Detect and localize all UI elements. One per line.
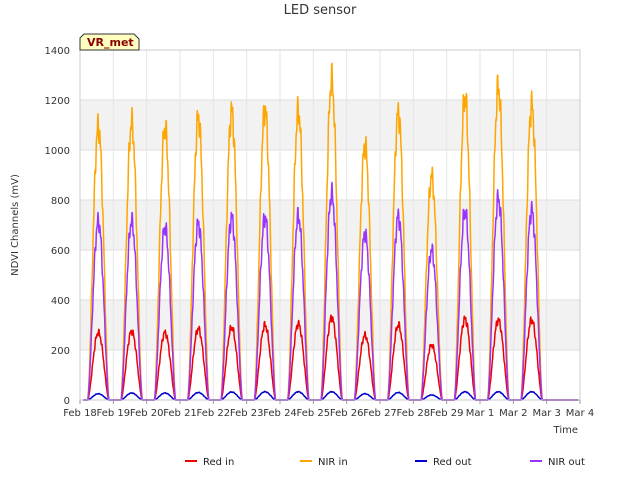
- chart-title: LED sensor: [284, 3, 357, 18]
- y-tick-label: 200: [51, 346, 70, 357]
- x-tick-label: Feb 22: [197, 408, 231, 419]
- series-line-red-in: [82, 314, 579, 401]
- y-tick-label: 1000: [45, 146, 70, 157]
- legend-label: Red out: [433, 457, 472, 468]
- legend-label: Red in: [203, 457, 234, 468]
- x-tick-label: Feb 20: [130, 408, 164, 419]
- x-tick-label: Feb 21: [163, 408, 197, 419]
- x-tick-label: Feb 27: [363, 408, 397, 419]
- series-line-nir-out: [82, 181, 579, 401]
- x-tick-label: Mar 3: [532, 408, 560, 419]
- legend-item: Red out: [415, 457, 472, 468]
- x-tick-label: Mar 2: [499, 408, 527, 419]
- legend-item: Red in: [185, 457, 234, 468]
- y-tick-label: 800: [51, 196, 70, 207]
- x-tick-label: Feb 18: [63, 408, 97, 419]
- plot-frame: [79, 49, 581, 401]
- x-axis: Feb 18 Feb 19 Feb 20 Feb 21 Feb 22 Feb 23 Feb …: [63, 400, 594, 419]
- y-tick-label: 0: [64, 396, 70, 407]
- legend-item: NIR in: [300, 457, 348, 468]
- badge-label: VR_met: [87, 36, 134, 49]
- legend-label: NIR out: [548, 457, 585, 468]
- y-tick-label: 1200: [45, 96, 70, 107]
- y-tick-label: 400: [51, 296, 70, 307]
- series-line-nir-in: [82, 62, 579, 401]
- x-tick-label: Feb 24: [263, 408, 297, 419]
- x-tick-label: Feb 29: [430, 408, 464, 419]
- x-axis-title: Time: [553, 425, 578, 436]
- series-line-red-out: [82, 390, 579, 401]
- series-lines: [82, 62, 579, 401]
- y-tick-label: 1400: [45, 46, 70, 57]
- legend-label: NIR in: [318, 457, 348, 468]
- legend-item: NIR out: [530, 457, 585, 468]
- y-axis-title: NDVI Channels (mV): [10, 174, 21, 276]
- x-tick-label: Mar 1: [466, 408, 494, 419]
- x-tick-label: Feb 25: [297, 408, 331, 419]
- x-tick-label: Feb 23: [230, 408, 264, 419]
- y-axis: 0 200 400 600 800 1000 1200 1400: [45, 46, 70, 407]
- x-tick-label: Mar 4: [566, 408, 594, 419]
- legend: Red in NIR in Red out NIR out: [185, 457, 585, 468]
- x-tick-label: Feb 19: [97, 408, 131, 419]
- x-tick-label: Feb 26: [330, 408, 364, 419]
- vr-met-badge: VR_met: [79, 33, 140, 51]
- x-tick-label: Feb 28: [397, 408, 431, 419]
- y-tick-label: 600: [51, 246, 70, 257]
